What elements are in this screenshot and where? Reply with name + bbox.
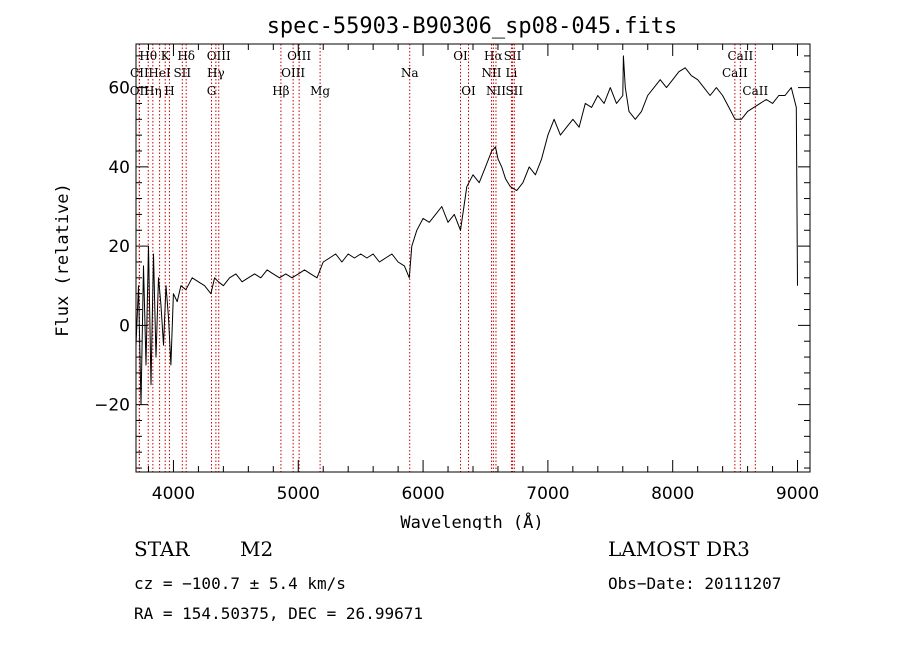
x-tick-label: 6000 <box>401 484 444 504</box>
x-tick-label: 7000 <box>526 484 569 504</box>
y-tick-label: 60 <box>108 79 130 99</box>
marker-label: OIII <box>281 66 305 80</box>
marker-label: OI <box>461 84 476 98</box>
marker-label: Hη <box>144 84 162 98</box>
object-subclass: M2 <box>240 537 274 561</box>
y-axis-label: Flux (relative) <box>53 183 73 337</box>
marker-label: Hβ <box>272 84 289 98</box>
y-tick-label: −20 <box>94 396 130 416</box>
marker-label: OI <box>453 49 468 63</box>
chart-title: spec-55903-B90306_sp08-045.fits <box>267 14 678 39</box>
marker-label: Hθ <box>139 49 157 63</box>
marker-label: H <box>164 84 174 98</box>
marker-label: K <box>161 49 171 63</box>
spectrum-line <box>135 55 798 406</box>
marker-label: SII <box>504 49 522 63</box>
marker-label: SII <box>505 84 523 98</box>
x-tick-label: 4000 <box>152 484 195 504</box>
marker-label: Na <box>401 66 419 80</box>
redshift-readout: cz = −100.7 ± 5.4 km/s <box>134 574 346 593</box>
marker-label: NII <box>481 66 501 80</box>
marker-label: CaII <box>742 84 768 98</box>
marker-label: Hδ <box>177 49 195 63</box>
x-tick-label: 8000 <box>651 484 694 504</box>
marker-label: Hγ <box>207 66 225 80</box>
marker-label: Mg <box>310 84 330 98</box>
plot-area: 4000 5000 6000 7000 8000 9000 −20 0 20 40 60 <box>94 43 819 504</box>
marker-label: OIII <box>287 49 311 63</box>
y-tick-label: 0 <box>119 316 130 336</box>
y-tick-label: 20 <box>108 237 130 257</box>
marker-label: HeI <box>148 66 171 80</box>
marker-label: SII <box>173 66 191 80</box>
marker-label: OIII <box>207 49 231 63</box>
marker-label: CaII <box>727 49 753 63</box>
marker-label: G <box>207 84 217 98</box>
object-class: STAR <box>134 537 190 561</box>
marker-label: CaII <box>722 66 748 80</box>
marker-label: Li <box>506 66 518 80</box>
coordinates-readout: RA = 154.50375, DEC = 26.99671 <box>134 604 423 623</box>
survey-name: LAMOST DR3 <box>608 537 750 561</box>
spectrum-chart: spec-55903-B90306_sp08-045.fits Waveleng… <box>53 14 819 530</box>
x-tick-label: 5000 <box>277 484 320 504</box>
x-tick-label: 9000 <box>776 484 819 504</box>
marker-label: NII <box>486 84 506 98</box>
observation-date: Obs−Date: 20111207 <box>608 574 782 593</box>
plot-frame <box>135 43 811 473</box>
x-axis-label: Wavelength (Å) <box>400 511 543 530</box>
marker-label: Hα <box>484 49 503 63</box>
y-tick-label: 40 <box>108 158 130 178</box>
